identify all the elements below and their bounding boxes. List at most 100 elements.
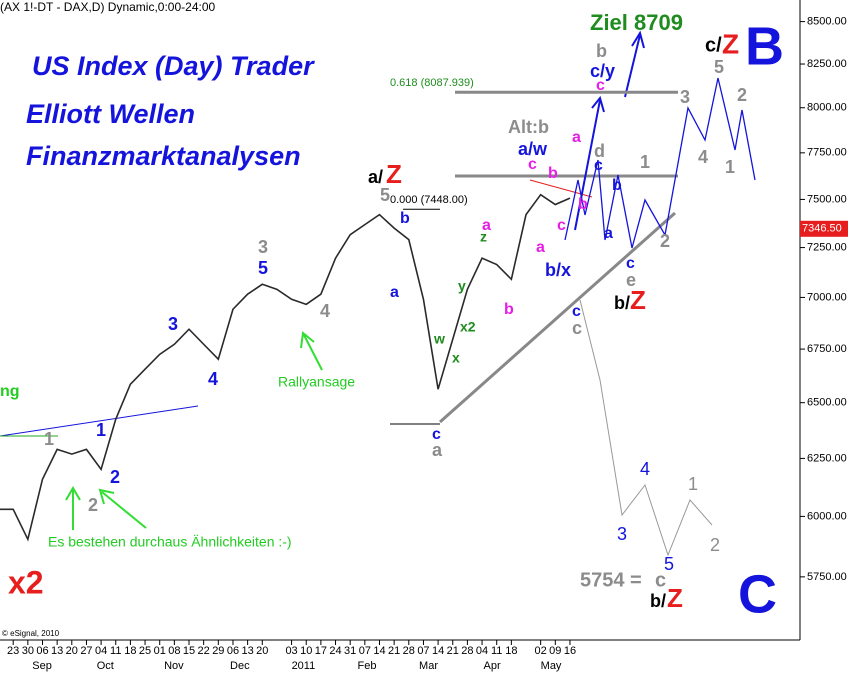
fib-label: 0.618 (8087.939) — [390, 77, 474, 89]
x-tick-label: 28 — [461, 645, 473, 657]
annotation: w — [433, 331, 445, 347]
arrow-head — [591, 95, 605, 113]
y-tick-label: 8250.00 — [807, 58, 847, 70]
annotation: c — [626, 255, 635, 272]
annotation: c — [594, 157, 603, 174]
annotation: d — [594, 141, 605, 161]
annotation: Es bestehen durchaus Ähnlichkeiten :-) — [48, 534, 292, 550]
annotation: a — [432, 440, 443, 460]
x-tick-label: 11 — [110, 645, 121, 657]
annotation: 5 — [714, 57, 724, 77]
arrow — [303, 334, 323, 371]
annotation: 1 — [688, 474, 698, 494]
annotation: C — [738, 564, 777, 624]
x-tick-label: 21 — [388, 645, 400, 657]
annotation: x2 — [8, 564, 44, 600]
arrow-head — [631, 30, 645, 49]
annotation: 5 — [664, 554, 674, 574]
annotation: 5 — [258, 258, 268, 278]
month-label: Feb — [358, 660, 377, 672]
x-tick-label: 07 — [359, 645, 371, 657]
projection — [564, 77, 756, 249]
x-tick-label: 11 — [491, 645, 502, 657]
y-tick-label: 5750.00 — [807, 571, 847, 583]
header: (AX 1!-DT - DAX,D) Dynamic,0:00-24:00 — [0, 0, 216, 14]
arrow — [101, 491, 147, 529]
x-tick-label: 18 — [505, 645, 517, 657]
y-tick-label: 7250.00 — [807, 241, 847, 253]
annotation: 3 — [168, 314, 178, 334]
annotation: 3 — [617, 524, 627, 544]
arrow-head — [65, 486, 81, 501]
projections — [0, 30, 756, 557]
annotation: B — [745, 16, 784, 76]
annotation: b — [504, 301, 514, 318]
annotation: 4 — [640, 459, 650, 479]
annotation: c — [528, 156, 537, 173]
x-tick-label: 15 — [183, 645, 195, 657]
annotation: 2 — [88, 495, 98, 515]
annotation: c — [557, 217, 566, 234]
annotation: 2 — [737, 85, 747, 105]
annotation: 3 — [258, 237, 268, 257]
x-tick-label: 25 — [139, 645, 151, 657]
x-tick-label: 02 — [535, 645, 547, 657]
annotation: y — [458, 278, 466, 294]
annotation: c — [572, 318, 582, 338]
x-tick-label: 28 — [403, 645, 415, 657]
annotation: a/ — [368, 167, 383, 187]
annotation: 3 — [680, 87, 690, 107]
annotation: Rallyansage — [278, 374, 355, 390]
annotation: b/ — [614, 293, 630, 313]
x-tick-label: 29 — [212, 645, 224, 657]
y-tick-label: 6500.00 — [807, 397, 847, 409]
annotation: x2 — [460, 319, 476, 335]
y-tick-label: 7000.00 — [807, 291, 847, 303]
month-label: 2011 — [292, 660, 316, 672]
x-tick-label: 22 — [198, 645, 210, 657]
x-tick-label: 06 — [36, 645, 48, 657]
x-tick-label: 24 — [329, 645, 341, 657]
month-label: Dec — [230, 660, 250, 672]
annotation: Z — [722, 28, 739, 59]
y-tick-label: 6000.00 — [807, 510, 847, 522]
annotation: 1 — [725, 157, 735, 177]
annotation: 4 — [698, 147, 708, 167]
title: Finanzmarktanalysen — [26, 141, 301, 171]
x-tick-label: 23 — [7, 645, 19, 657]
y-tick-label: 6250.00 — [807, 452, 847, 464]
annotation: 1 — [44, 429, 54, 449]
annotation: c — [572, 303, 581, 320]
annotation: a — [572, 129, 581, 146]
annotation: Alt:b — [508, 117, 549, 137]
arrow-head — [300, 331, 315, 349]
y-tick-label: 7500.00 — [807, 193, 847, 205]
annotation: Ziel 8709 — [590, 10, 683, 35]
annotation: a/w — [518, 139, 548, 159]
annotation: © eSignal, 2010 — [2, 629, 60, 638]
annotation: Z — [386, 159, 402, 189]
annotation: x — [452, 350, 460, 366]
x-tick-label: 18 — [124, 645, 136, 657]
annotation: b — [612, 177, 622, 194]
x-tick-label: 14 — [373, 645, 385, 657]
annotation: b/ — [650, 591, 666, 611]
x-tick-label: 08 — [168, 645, 180, 657]
y-tick-label: 6750.00 — [807, 343, 847, 355]
annotation: c — [596, 77, 605, 94]
x-tick-label: 13 — [51, 645, 63, 657]
x-tick-label: 04 — [95, 645, 107, 657]
y-tick-label: 7750.00 — [807, 147, 847, 159]
arrow — [624, 34, 641, 98]
x-tick-label: 27 — [80, 645, 92, 657]
annotation: c/ — [705, 34, 722, 56]
annotation: 1 — [640, 152, 650, 172]
annotation: c/y — [590, 61, 615, 81]
annotation: a — [604, 225, 613, 242]
annotation: 1 — [96, 420, 106, 440]
annotation: 5 — [380, 185, 390, 205]
annotation: c — [432, 426, 441, 443]
month-label: Mar — [419, 660, 438, 672]
